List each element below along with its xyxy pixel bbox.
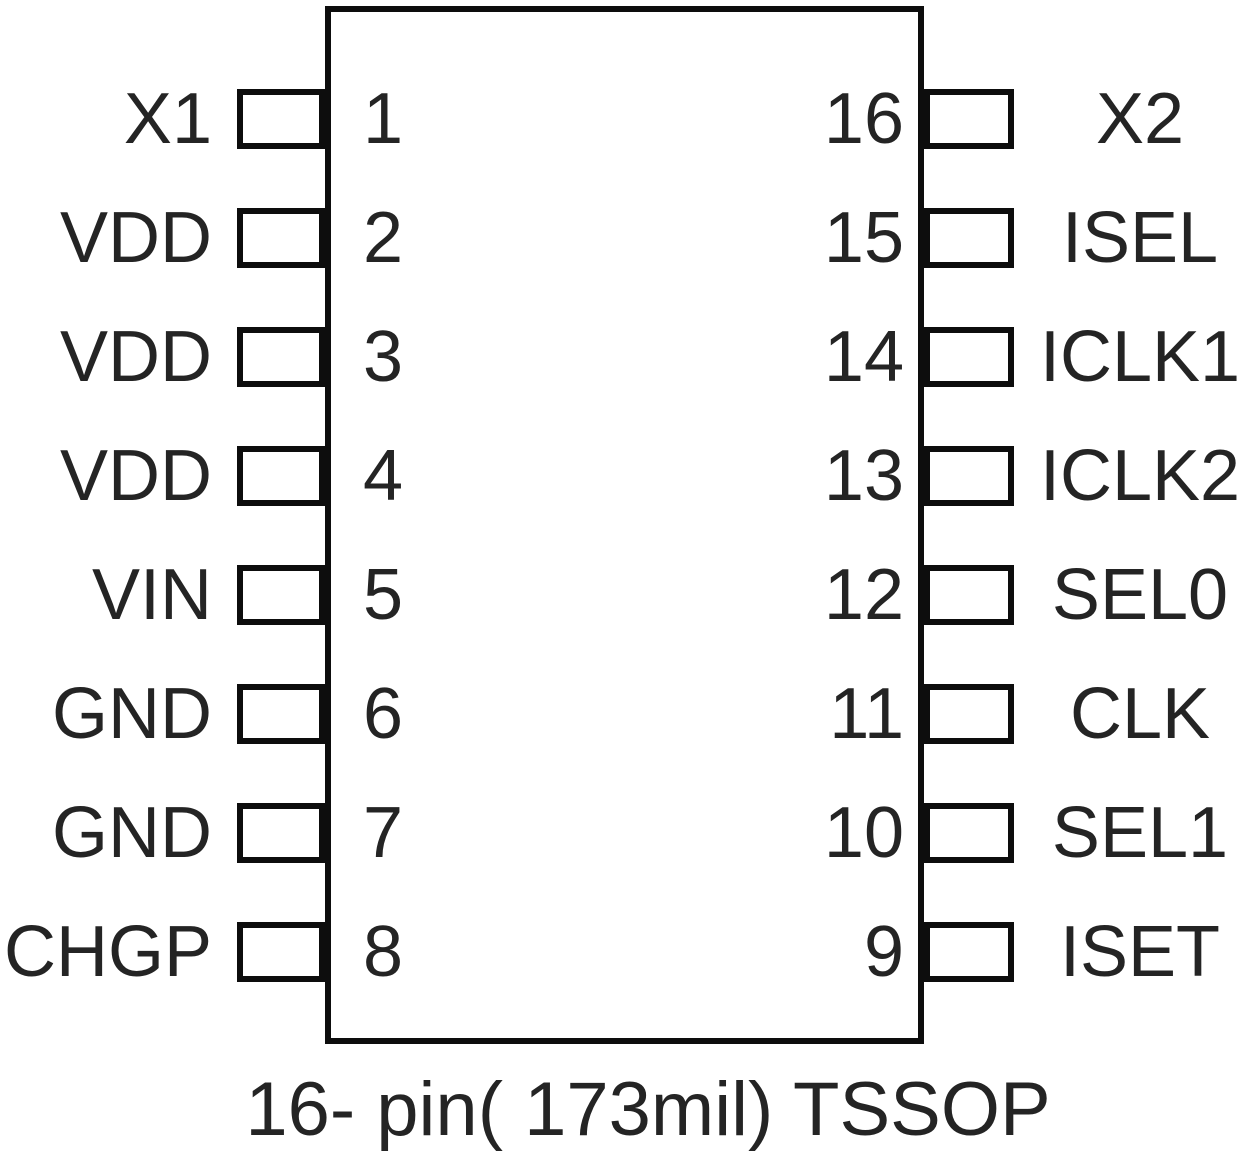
pin-number: 16 xyxy=(823,78,904,159)
pin-number: 8 xyxy=(363,911,404,992)
pin-number: 15 xyxy=(823,197,904,278)
ic-package-body xyxy=(325,6,924,1044)
pin-name-label: GND xyxy=(52,792,212,873)
pin-lead-box xyxy=(924,921,1014,982)
pin-lead-box xyxy=(237,88,325,149)
pin-lead-box xyxy=(237,564,325,625)
pin-lead-box xyxy=(924,207,1014,268)
pin-row-right-16: 16 X2 xyxy=(0,59,1256,178)
pin-row-right-14: 14 ICLK1 xyxy=(0,297,1256,416)
pin-name-label: ICLK1 xyxy=(1039,316,1241,397)
pin-lead-box xyxy=(924,88,1014,149)
pin-name-label: VDD xyxy=(59,435,212,516)
pin-row-right-13: 13 ICLK2 xyxy=(0,416,1256,535)
pin-lead-box xyxy=(237,683,325,744)
pin-lead-box xyxy=(924,564,1014,625)
pin-number: 13 xyxy=(823,435,904,516)
pin-row-right-10: 10 SEL1 xyxy=(0,773,1256,892)
pin-name-label: X1 xyxy=(123,78,212,159)
pin-name-label: VDD xyxy=(59,316,212,397)
pin-lead-box xyxy=(237,207,325,268)
pin-lead-box xyxy=(237,326,325,387)
pin-row-left-1: X1 1 xyxy=(0,59,1256,178)
pin-row-left-2: VDD 2 xyxy=(0,178,1256,297)
pin-name-label: ICLK2 xyxy=(1039,435,1241,516)
pin-number: 9 xyxy=(863,911,904,992)
pin-lead-box xyxy=(924,683,1014,744)
pin-name-label: SEL0 xyxy=(1051,554,1229,635)
pin-name-label: SEL1 xyxy=(1051,792,1229,873)
pin-row-right-12: 12 SEL0 xyxy=(0,535,1256,654)
pin-number: 1 xyxy=(363,78,404,159)
pin-row-left-3: VDD 3 xyxy=(0,297,1256,416)
pin-lead-box xyxy=(924,445,1014,506)
pin-name-label: ISET xyxy=(1059,911,1221,992)
pin-number: 10 xyxy=(823,792,904,873)
pin-name-label: VDD xyxy=(59,197,212,278)
pin-number: 2 xyxy=(363,197,404,278)
pin-name-label: X2 xyxy=(1095,78,1185,159)
pin-row-right-9: 9 ISET xyxy=(0,892,1256,1011)
pin-number: 12 xyxy=(823,554,904,635)
pin-row-left-5: VIN 5 xyxy=(0,535,1256,654)
pin-number: 6 xyxy=(363,673,404,754)
pin-name-label: CHGP xyxy=(3,911,212,992)
pin-number: 4 xyxy=(363,435,404,516)
pin-name-label: CLK xyxy=(1069,673,1211,754)
pin-number: 5 xyxy=(363,554,404,635)
pin-lead-box xyxy=(237,921,325,982)
pin-number: 3 xyxy=(363,316,404,397)
pin-lead-box xyxy=(237,445,325,506)
pin-row-left-7: GND 7 xyxy=(0,773,1256,892)
package-caption: 16- pin( 173mil) TSSOP xyxy=(245,1067,1051,1152)
pin-row-right-11: 11 CLK xyxy=(0,654,1256,773)
pin-number: 11 xyxy=(829,673,904,754)
pin-number: 14 xyxy=(823,316,904,397)
pin-row-left-6: GND 6 xyxy=(0,654,1256,773)
pin-name-label: ISEL xyxy=(1061,197,1219,278)
pin-name-label: GND xyxy=(52,673,212,754)
pin-row-right-15: 15 ISEL xyxy=(0,178,1256,297)
pin-row-left-4: VDD 4 xyxy=(0,416,1256,535)
pin-lead-box xyxy=(237,802,325,863)
pin-lead-box xyxy=(924,802,1014,863)
pin-row-left-8: CHGP 8 xyxy=(0,892,1256,1011)
pin-name-label: VIN xyxy=(91,554,212,635)
pin-number: 7 xyxy=(363,792,404,873)
pin-lead-box xyxy=(924,326,1014,387)
